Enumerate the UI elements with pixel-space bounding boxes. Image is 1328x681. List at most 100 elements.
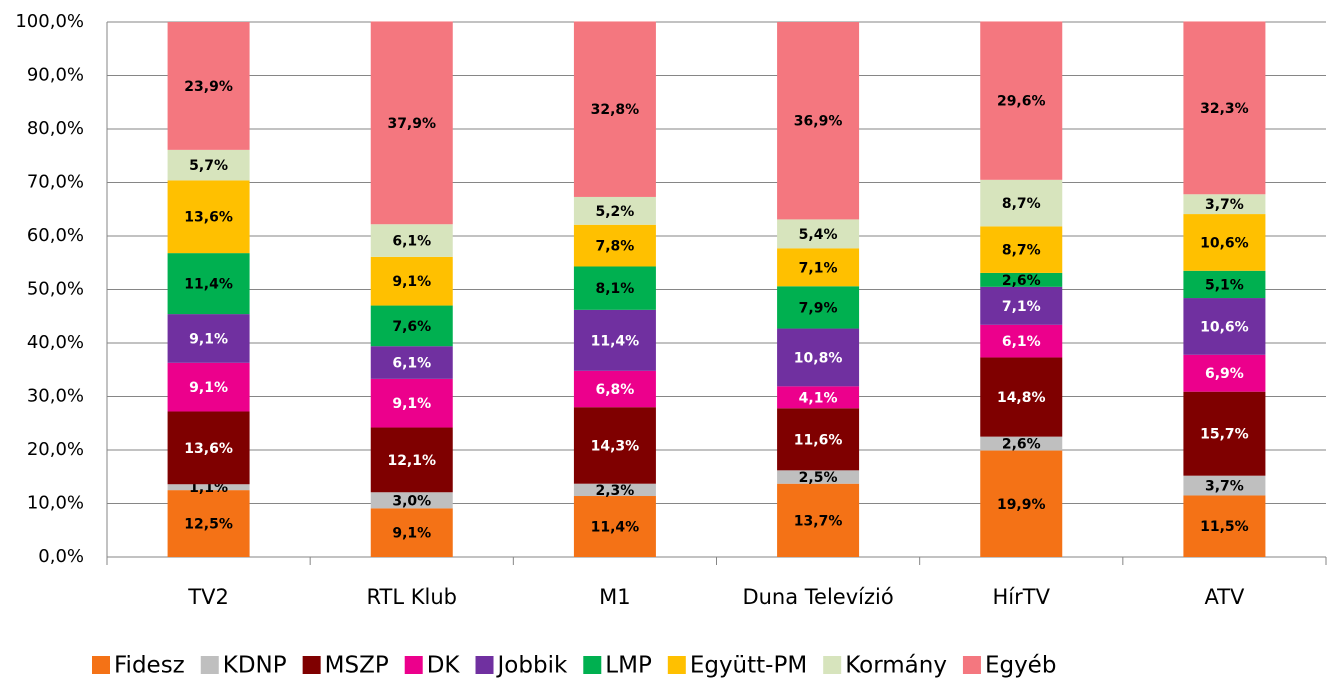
bar-segment xyxy=(1183,21,1266,195)
data-label: 5,4% xyxy=(799,227,838,243)
bar-segment xyxy=(980,324,1063,358)
data-label: 32,3% xyxy=(1200,101,1249,117)
bar-segment xyxy=(167,362,250,412)
data-label: 15,7% xyxy=(1200,427,1249,443)
bar-segment xyxy=(167,253,250,315)
legend-swatch xyxy=(200,656,219,674)
legend-label: DK xyxy=(427,653,461,679)
data-label: 2,6% xyxy=(1002,437,1041,453)
data-label: 14,8% xyxy=(997,390,1046,406)
bar-segment xyxy=(167,180,250,254)
data-label: 13,7% xyxy=(794,513,843,529)
data-label: 12,1% xyxy=(387,453,436,469)
bar-segment xyxy=(573,483,656,497)
data-label: 6,8% xyxy=(596,382,635,398)
bar-segment xyxy=(777,248,860,287)
legend-label: KDNP xyxy=(223,653,287,679)
data-label: 29,6% xyxy=(997,94,1046,110)
bar-segment xyxy=(573,21,656,197)
bar-segment xyxy=(370,224,453,257)
data-label: 4,1% xyxy=(799,390,838,406)
y-tick-label: 10,0% xyxy=(27,493,84,514)
x-tick-label: ATV xyxy=(1204,585,1245,609)
bar-segment xyxy=(370,21,453,225)
data-label: 2,3% xyxy=(596,483,635,499)
data-label: 2,5% xyxy=(799,470,838,486)
bar-segment xyxy=(1183,298,1266,355)
x-tick-label: HírTV xyxy=(993,585,1051,609)
bar-segment xyxy=(370,346,453,379)
bar-segment xyxy=(777,219,860,249)
bar-segment xyxy=(1183,270,1266,299)
bar-segment xyxy=(980,179,1063,227)
legend-swatch xyxy=(667,656,686,674)
data-label: 12,5% xyxy=(184,517,233,533)
data-label: 3,0% xyxy=(392,493,431,509)
y-tick-label: 40,0% xyxy=(27,332,84,353)
bar-segment xyxy=(573,266,656,310)
bar-segment xyxy=(980,226,1063,273)
data-label: 11,6% xyxy=(794,432,843,448)
bar-segment xyxy=(777,22,860,220)
y-tick-label: 80,0% xyxy=(27,118,84,139)
legend-label: Együtt-PM xyxy=(690,653,807,679)
bar-segment xyxy=(1183,194,1266,215)
bar-segment xyxy=(777,470,860,484)
bar-segment xyxy=(167,149,250,181)
data-label: 3,7% xyxy=(1205,479,1244,495)
bar-segment xyxy=(1183,495,1266,557)
y-tick-label: 30,0% xyxy=(27,386,84,407)
y-tick-label: 60,0% xyxy=(27,225,84,246)
bar-segment xyxy=(370,256,453,306)
data-label: 13,6% xyxy=(184,210,233,226)
data-label: 3,7% xyxy=(1205,197,1244,213)
data-label: 7,1% xyxy=(799,260,838,276)
bar-segment xyxy=(1183,214,1266,271)
data-label: 36,9% xyxy=(794,114,843,130)
bar-segment xyxy=(573,407,656,484)
y-tick-label: 50,0% xyxy=(27,279,84,300)
data-label: 10,6% xyxy=(1200,319,1249,335)
bar-segment xyxy=(370,508,453,557)
bar-segment xyxy=(1183,354,1266,392)
bar-segment xyxy=(777,386,860,409)
legend-swatch xyxy=(475,656,494,674)
data-label: 7,6% xyxy=(392,319,431,335)
bar-segment xyxy=(1183,391,1266,476)
bar-segment xyxy=(980,286,1063,325)
bar-segment xyxy=(980,450,1063,557)
legend-label: Egyéb xyxy=(985,653,1057,679)
bar-segment xyxy=(777,328,860,387)
data-label: 5,1% xyxy=(1205,277,1244,293)
data-label: 8,7% xyxy=(1002,196,1041,212)
data-label: 9,1% xyxy=(392,274,431,290)
data-label: 8,7% xyxy=(1002,243,1041,259)
data-label: 6,1% xyxy=(392,234,431,250)
bar-segment xyxy=(573,309,656,371)
data-label: 10,6% xyxy=(1200,235,1249,251)
bar-segment xyxy=(980,21,1063,180)
legend-label: Fidesz xyxy=(114,653,185,679)
bar-segment xyxy=(370,427,453,493)
legend-label: LMP xyxy=(605,653,652,679)
legend-swatch xyxy=(302,656,321,674)
data-label: 13,6% xyxy=(184,441,233,457)
bar-segment xyxy=(777,408,860,471)
data-label: 6,1% xyxy=(392,356,431,372)
legend-label: Kormány xyxy=(845,653,947,679)
x-tick-label: M1 xyxy=(599,585,630,609)
data-label: 32,8% xyxy=(591,102,640,118)
data-label: 11,5% xyxy=(1200,519,1249,535)
x-tick-label: TV2 xyxy=(187,585,229,609)
y-tick-label: 70,0% xyxy=(27,172,84,193)
legend-swatch xyxy=(92,656,110,674)
bar-segment xyxy=(980,357,1063,437)
data-label: 10,8% xyxy=(794,350,843,366)
bar-segment xyxy=(167,411,250,485)
y-tick-label: 0,0% xyxy=(38,546,84,567)
bar-segment xyxy=(573,496,656,557)
data-label: 7,1% xyxy=(1002,299,1041,315)
x-tick-label: Duna Televízió xyxy=(742,585,893,609)
bar-segment xyxy=(1183,475,1266,496)
